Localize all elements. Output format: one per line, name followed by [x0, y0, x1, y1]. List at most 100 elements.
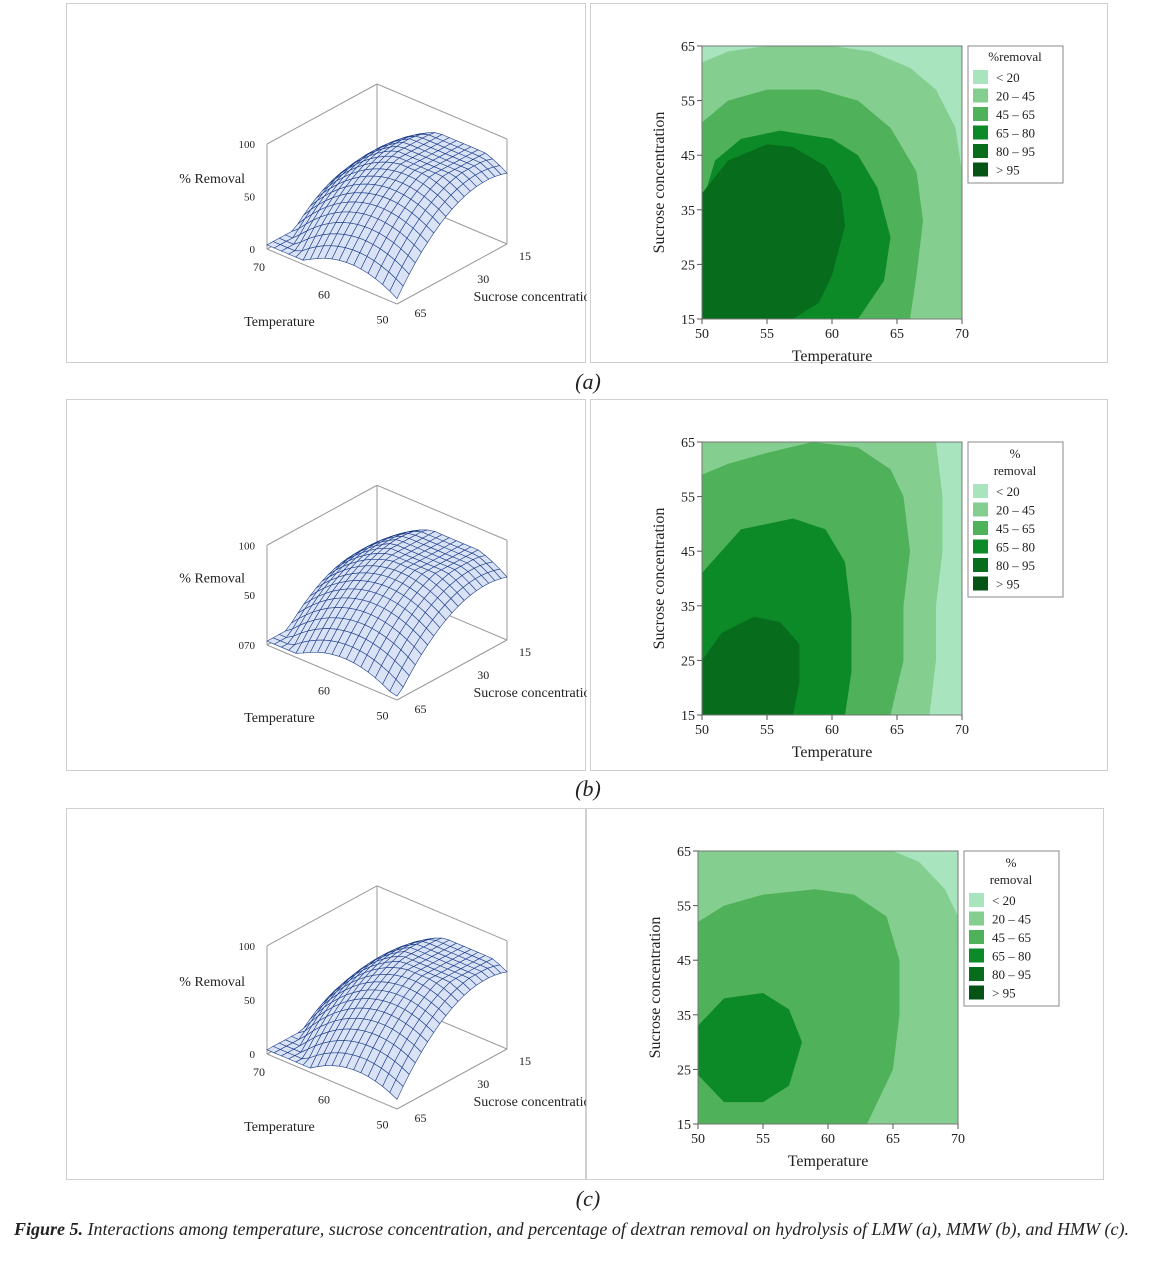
y-tick-label: 15	[681, 313, 695, 328]
sucrose-tick-label: 15	[519, 1054, 531, 1068]
contour-zone-3	[702, 144, 845, 319]
axis-top-left	[266, 484, 378, 546]
surface-panel-c: 100 50 0 % Removal 70 60 50 Temperature 15 30 65 Su…	[66, 808, 587, 1180]
z-tick-label: 070	[239, 640, 256, 652]
x-tick-label: 55	[760, 723, 774, 738]
y-tick-label: 35	[677, 1009, 691, 1024]
temperature-tick-label: 60	[318, 1093, 330, 1107]
x-tick-label: 60	[825, 723, 839, 738]
x-tick-label: 60	[821, 1132, 835, 1147]
legend-item: < 20	[996, 484, 1020, 499]
y-axis-label: Sucrose concentration	[647, 917, 664, 1059]
legend-swatch	[973, 88, 988, 103]
axis-floor-sucrose	[396, 243, 508, 305]
legend-swatch	[969, 967, 984, 981]
panel-label-a: (a)	[575, 369, 601, 394]
surface-cell	[389, 278, 404, 300]
axis-top-left	[266, 83, 378, 145]
sucrose-tick-label: 30	[477, 668, 489, 682]
legend-item: 80 – 95	[996, 558, 1035, 573]
figure-caption-text: Interactions among temperature, sucrose …	[83, 1219, 1129, 1239]
legend-title-line2: removal	[990, 872, 1033, 887]
legend-title-line2: removal	[994, 463, 1037, 478]
legend-item: < 20	[992, 893, 1016, 908]
x-axis-label: Temperature	[788, 1153, 869, 1170]
legend-swatch	[973, 125, 988, 140]
temperature-tick-label: 60	[318, 684, 330, 698]
z-tick-label: 50	[244, 590, 256, 602]
surface-cell	[389, 1079, 404, 1100]
x-tick-label: 70	[951, 1132, 965, 1147]
legend-item: > 95	[992, 986, 1016, 1001]
legend-item: 65 – 80	[996, 540, 1035, 555]
temperature-axis-label: Temperature	[244, 1120, 315, 1135]
legend-swatch	[973, 576, 988, 591]
surface-cell	[389, 678, 404, 697]
surface-panel-b: 100 50 070 % Removal 60 50 Temperature 15 30 65 Su…	[66, 399, 587, 771]
legend-item: 20 – 45	[996, 89, 1035, 104]
y-tick-label: 55	[681, 491, 695, 506]
legend-swatch	[969, 985, 984, 1000]
panel-label-c: (c)	[575, 1186, 601, 1211]
contour-panel-c: 50 55 60 65 70 15 25 35 45 55 65 Temperature Sucrose…	[586, 808, 1104, 1180]
contour-plot-a: 50 55 60 65 70 15 25 35 45 55 65 Temperature Sucrose…	[651, 40, 1064, 364]
temperature-tick-label: 50	[377, 312, 389, 326]
sucrose-axis-label: Sucrose concentration	[473, 290, 587, 305]
surface-plot-b: 100 50 070 % Removal 60 50 Temperature 15 30 65 Su…	[179, 484, 587, 726]
y-tick-label: 25	[681, 258, 695, 273]
sucrose-axis-label: Sucrose concentration	[473, 1095, 587, 1110]
y-tick-label: 65	[681, 436, 695, 451]
legend-item: 80 – 95	[992, 967, 1031, 982]
z-tick-label: 100	[239, 941, 256, 953]
temperature-tick-label: 60	[318, 288, 330, 302]
legend-swatch	[973, 144, 988, 158]
y-tick-label: 55	[681, 95, 695, 110]
x-tick-label: 55	[760, 327, 774, 342]
legend-item: 65 – 80	[992, 949, 1031, 964]
contour-plot-c: 50 55 60 65 70 15 25 35 45 55 65 Temperature Sucrose…	[647, 845, 1060, 1170]
legend-item: > 95	[996, 577, 1020, 592]
temperature-tick-label: 70	[253, 260, 265, 274]
z-tick-label: 100	[239, 540, 256, 552]
legend-item: 20 – 45	[996, 503, 1035, 518]
y-axis-label: Sucrose concentration	[651, 112, 668, 254]
legend-item: > 95	[996, 163, 1020, 178]
contour-zone-3	[702, 616, 800, 715]
y-tick-label: 45	[681, 149, 695, 164]
x-tick-label: 55	[756, 1132, 770, 1147]
y-tick-label: 45	[681, 545, 695, 560]
figure-caption-label: Figure 5.	[14, 1219, 84, 1239]
y-tick-label: 15	[677, 1118, 691, 1133]
legend-swatch	[973, 70, 988, 84]
legend-swatch	[973, 107, 988, 121]
y-axis-label: Sucrose concentration	[651, 508, 668, 650]
contour-plot-b: 50 55 60 65 70 15 25 35 45 55 65 Temperature Sucrose…	[651, 436, 1064, 761]
y-tick-label: 25	[681, 654, 695, 669]
x-tick-label: 50	[695, 327, 709, 342]
y-tick-label: 45	[677, 954, 691, 969]
axis-top-right	[376, 484, 508, 541]
legend-swatch	[973, 539, 988, 554]
y-tick-label: 55	[677, 900, 691, 915]
legend-swatch	[973, 162, 988, 177]
sucrose-tick-label: 65	[415, 1111, 427, 1125]
legend-swatch	[973, 502, 988, 517]
surface-plot-c: 100 50 0 % Removal 70 60 50 Temperature 15 30 65 Su…	[179, 885, 587, 1135]
legend-swatch	[973, 521, 988, 535]
axis-floor-temperature	[266, 644, 398, 701]
x-tick-label: 65	[890, 327, 904, 342]
surface-panel-a: 100 50 0 % Removal 70 60 50 Temperature 15 30 65 Su…	[66, 3, 587, 363]
legend-item: 45 – 65	[996, 107, 1035, 122]
x-tick-label: 65	[886, 1132, 900, 1147]
legend-title: %	[1006, 855, 1017, 870]
y-tick-label: 65	[677, 845, 691, 860]
x-tick-label: 50	[691, 1132, 705, 1147]
legend-swatch	[969, 930, 984, 944]
x-tick-label: 50	[695, 723, 709, 738]
sucrose-axis-label: Sucrose concentration	[473, 686, 587, 701]
z-tick-label: 0	[250, 244, 256, 256]
legend-swatch	[969, 948, 984, 963]
temperature-tick-label: 50	[377, 1117, 389, 1131]
y-tick-label: 35	[681, 600, 695, 615]
legend-item: 45 – 65	[992, 930, 1031, 945]
